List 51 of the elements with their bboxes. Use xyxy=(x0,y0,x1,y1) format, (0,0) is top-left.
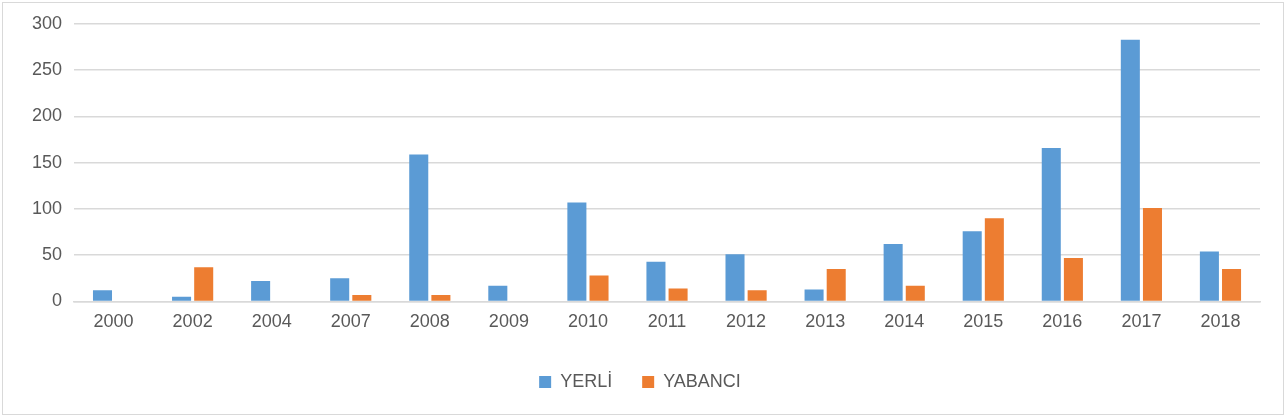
bar xyxy=(567,202,587,301)
x-tick-label: 2018 xyxy=(1200,311,1241,332)
bar xyxy=(172,296,192,301)
y-tick-label: 250 xyxy=(31,59,63,80)
x-tick-label: 2016 xyxy=(1042,311,1083,332)
bar xyxy=(330,278,350,301)
y-tick-label: 100 xyxy=(31,197,63,218)
x-tick-label: 2000 xyxy=(93,311,134,332)
x-tick-label: 2008 xyxy=(409,311,450,332)
x-tick-label: 2012 xyxy=(726,311,767,332)
bar xyxy=(646,261,666,301)
bar xyxy=(1120,39,1140,301)
y-tick-label: 300 xyxy=(31,12,63,33)
y-tick-label: 200 xyxy=(31,105,63,126)
y-tick-label: 50 xyxy=(42,244,63,265)
bar xyxy=(1199,251,1219,301)
x-tick-label: 2007 xyxy=(330,311,371,332)
x-tick-label: 2017 xyxy=(1121,311,1162,332)
bar xyxy=(92,290,113,301)
bar xyxy=(431,294,451,301)
bar xyxy=(905,285,925,301)
bar xyxy=(589,275,609,301)
legend-label: YABANCI xyxy=(663,370,741,391)
bar xyxy=(826,269,846,301)
bar xyxy=(984,218,1004,301)
bar xyxy=(668,288,688,301)
x-tick-label: 2013 xyxy=(805,311,846,332)
bar xyxy=(352,294,372,301)
y-tick-label: 0 xyxy=(52,290,63,311)
bar xyxy=(747,290,767,301)
bar xyxy=(1142,208,1162,301)
x-tick-label: 2014 xyxy=(884,311,925,332)
bar xyxy=(194,267,214,301)
x-tick-label: 2002 xyxy=(172,311,213,332)
bar xyxy=(488,285,508,301)
x-tick-label: 2010 xyxy=(567,311,608,332)
bar xyxy=(804,289,824,301)
bar xyxy=(1041,147,1061,301)
x-tick-label: 2011 xyxy=(647,311,687,332)
x-tick-label: 2009 xyxy=(488,311,529,332)
bar xyxy=(962,231,982,301)
bar xyxy=(1222,269,1242,301)
bar xyxy=(251,281,271,301)
bar xyxy=(725,254,745,301)
legend-label: YERLİ xyxy=(560,370,613,391)
x-tick-label: 2015 xyxy=(963,311,1004,332)
bar xyxy=(1063,257,1083,301)
bar xyxy=(883,244,903,301)
x-tick-label: 2004 xyxy=(251,311,292,332)
bar xyxy=(409,154,429,301)
y-tick-label: 150 xyxy=(31,151,63,172)
